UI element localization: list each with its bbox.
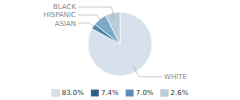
slice-label: WHITE	[164, 73, 187, 81]
slice-label: ASIAN	[55, 19, 76, 27]
legend-item: 83.0%	[52, 89, 85, 97]
leader-line	[78, 23, 99, 30]
legend-swatch	[52, 90, 60, 97]
legend-swatch	[126, 90, 134, 97]
slice	[88, 12, 152, 76]
leader-line	[78, 7, 114, 19]
legend-swatch	[91, 90, 99, 97]
annotations: WHITE ASIANHISPANICBLACK	[43, 3, 186, 81]
legend-label: 7.4%	[101, 89, 119, 97]
slice	[106, 12, 120, 44]
slice-label: BLACK	[53, 3, 76, 11]
chart: WHITE ASIANHISPANICBLACK 83.0% 7.4% 7.0% 2.6%	[0, 0, 240, 100]
legend-label: 2.6%	[171, 89, 189, 97]
legend-label: 7.0%	[136, 89, 154, 97]
legend-swatch	[161, 90, 169, 97]
pie	[88, 12, 152, 76]
legend-item: 2.6%	[161, 89, 189, 97]
legend-item: 7.4%	[91, 89, 119, 97]
slice-label: HISPANIC	[43, 11, 76, 19]
leader-line	[78, 15, 104, 24]
legend: 83.0% 7.4% 7.0% 2.6%	[52, 89, 189, 97]
legend-label: 83.0%	[62, 89, 85, 97]
legend-item: 7.0%	[126, 89, 154, 97]
leader-line	[133, 66, 162, 77]
